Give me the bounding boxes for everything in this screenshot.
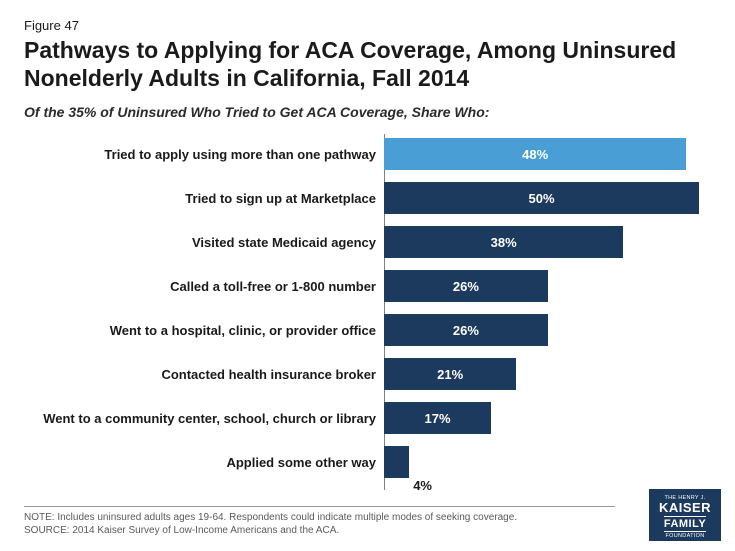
figure-number: Figure 47 — [24, 18, 711, 33]
bar-value: 48% — [522, 147, 548, 162]
bar-value: 4% — [413, 478, 432, 493]
logo-line-mid2: FAMILY — [664, 516, 706, 532]
bar-label: Went to a community center, school, chur… — [24, 411, 384, 426]
bar-row: Applied some other way4% — [24, 442, 711, 482]
bar-wrap: 38% — [384, 226, 711, 258]
bar-value: 50% — [528, 191, 554, 206]
logo-line-bottom: FOUNDATION — [653, 533, 717, 539]
bar-label: Went to a hospital, clinic, or provider … — [24, 323, 384, 338]
bar: 50% — [384, 182, 699, 214]
bar-label: Tried to apply using more than one pathw… — [24, 147, 384, 162]
source-text: SOURCE: 2014 Kaiser Survey of Low-Income… — [24, 524, 615, 537]
bar-value: 38% — [491, 235, 517, 250]
bar-wrap: 26% — [384, 314, 711, 346]
bar: 26% — [384, 314, 548, 346]
bar: 38% — [384, 226, 623, 258]
footnote-block: NOTE: Includes uninsured adults ages 19-… — [24, 506, 615, 537]
chart-area: Tried to apply using more than one pathw… — [24, 134, 711, 494]
note-text: NOTE: Includes uninsured adults ages 19-… — [24, 511, 615, 524]
bar-value: 26% — [453, 279, 479, 294]
bar: 48% — [384, 138, 686, 170]
bar-label: Called a toll-free or 1-800 number — [24, 279, 384, 294]
bar-row: Went to a hospital, clinic, or provider … — [24, 310, 711, 350]
bar-wrap: 21% — [384, 358, 711, 390]
bar — [384, 446, 409, 478]
logo-line-mid: KAISER — [653, 501, 717, 515]
chart-title: Pathways to Applying for ACA Coverage, A… — [24, 37, 711, 92]
bar-value: 21% — [437, 367, 463, 382]
kaiser-logo: THE HENRY J. KAISER FAMILY FOUNDATION — [649, 489, 721, 541]
bar-wrap: 26% — [384, 270, 711, 302]
bar-value: 26% — [453, 323, 479, 338]
bar-label: Contacted health insurance broker — [24, 367, 384, 382]
bar-wrap: 17% — [384, 402, 711, 434]
bar-row: Called a toll-free or 1-800 number 26% — [24, 266, 711, 306]
bar: 21% — [384, 358, 516, 390]
bar-row: Visited state Medicaid agency 38% — [24, 222, 711, 262]
bar-row: Contacted health insurance broker 21% — [24, 354, 711, 394]
bar-value: 17% — [425, 411, 451, 426]
bar-wrap: 50% — [384, 182, 711, 214]
bar: 17% — [384, 402, 491, 434]
bar-wrap: 48% — [384, 138, 711, 170]
chart-subtitle: Of the 35% of Uninsured Who Tried to Get… — [24, 104, 711, 120]
bar-row: Went to a community center, school, chur… — [24, 398, 711, 438]
bar-label: Applied some other way — [24, 455, 384, 470]
bar-label: Visited state Medicaid agency — [24, 235, 384, 250]
bar: 26% — [384, 270, 548, 302]
bar-wrap: 4% — [384, 446, 711, 478]
bar-row: Tried to sign up at Marketplace 50% — [24, 178, 711, 218]
bar-label: Tried to sign up at Marketplace — [24, 191, 384, 206]
bar-row: Tried to apply using more than one pathw… — [24, 134, 711, 174]
bars-container: Tried to apply using more than one pathw… — [24, 134, 711, 482]
